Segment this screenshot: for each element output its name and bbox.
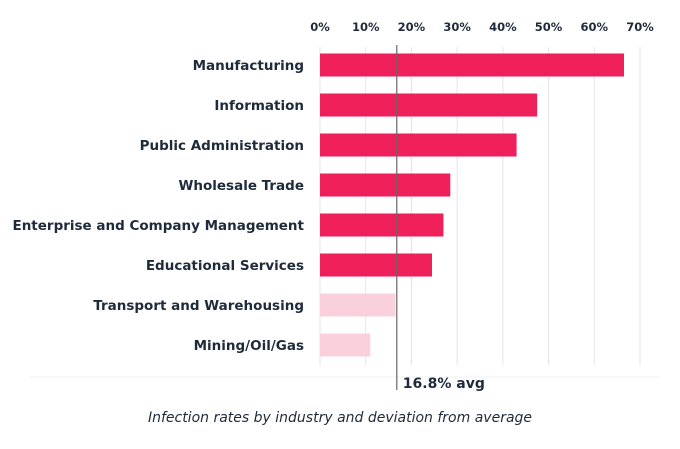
category-label: Public Administration [140,138,304,154]
x-tick-label: 40% [489,20,517,34]
chart-caption: Infection rates by industry and deviatio… [147,410,533,426]
category-label: Information [214,98,304,114]
category-label: Manufacturing [193,58,304,74]
x-tick-label: 60% [581,20,609,34]
x-tick-label: 30% [443,20,471,34]
x-tick-label: 0% [310,20,330,34]
bar [320,213,444,237]
average-marker: 16.8% avg [396,45,485,392]
bar [320,93,538,117]
x-tick-label: 50% [535,20,563,34]
x-tick-label: 10% [352,20,380,34]
x-axis-ticks: 0% 10% 20% 30% 40% 50% 60% 70% [310,20,654,34]
category-label: Enterprise and Company Management [12,218,304,234]
category-label: Wholesale Trade [178,178,304,194]
category-labels: Manufacturing Information Public Administr… [12,58,304,354]
bar [320,253,432,277]
bar [320,53,624,77]
bar [320,133,517,157]
category-label: Transport and Warehousing [93,298,304,314]
category-label: Mining/Oil/Gas [194,338,304,354]
average-label: 16.8% avg [403,376,485,392]
bar [320,173,451,197]
x-tick-label: 20% [398,20,426,34]
bar [320,333,371,357]
x-tick-label: 70% [626,20,654,34]
category-label: Educational Services [146,258,304,274]
bar [320,293,396,317]
bars [320,53,624,357]
